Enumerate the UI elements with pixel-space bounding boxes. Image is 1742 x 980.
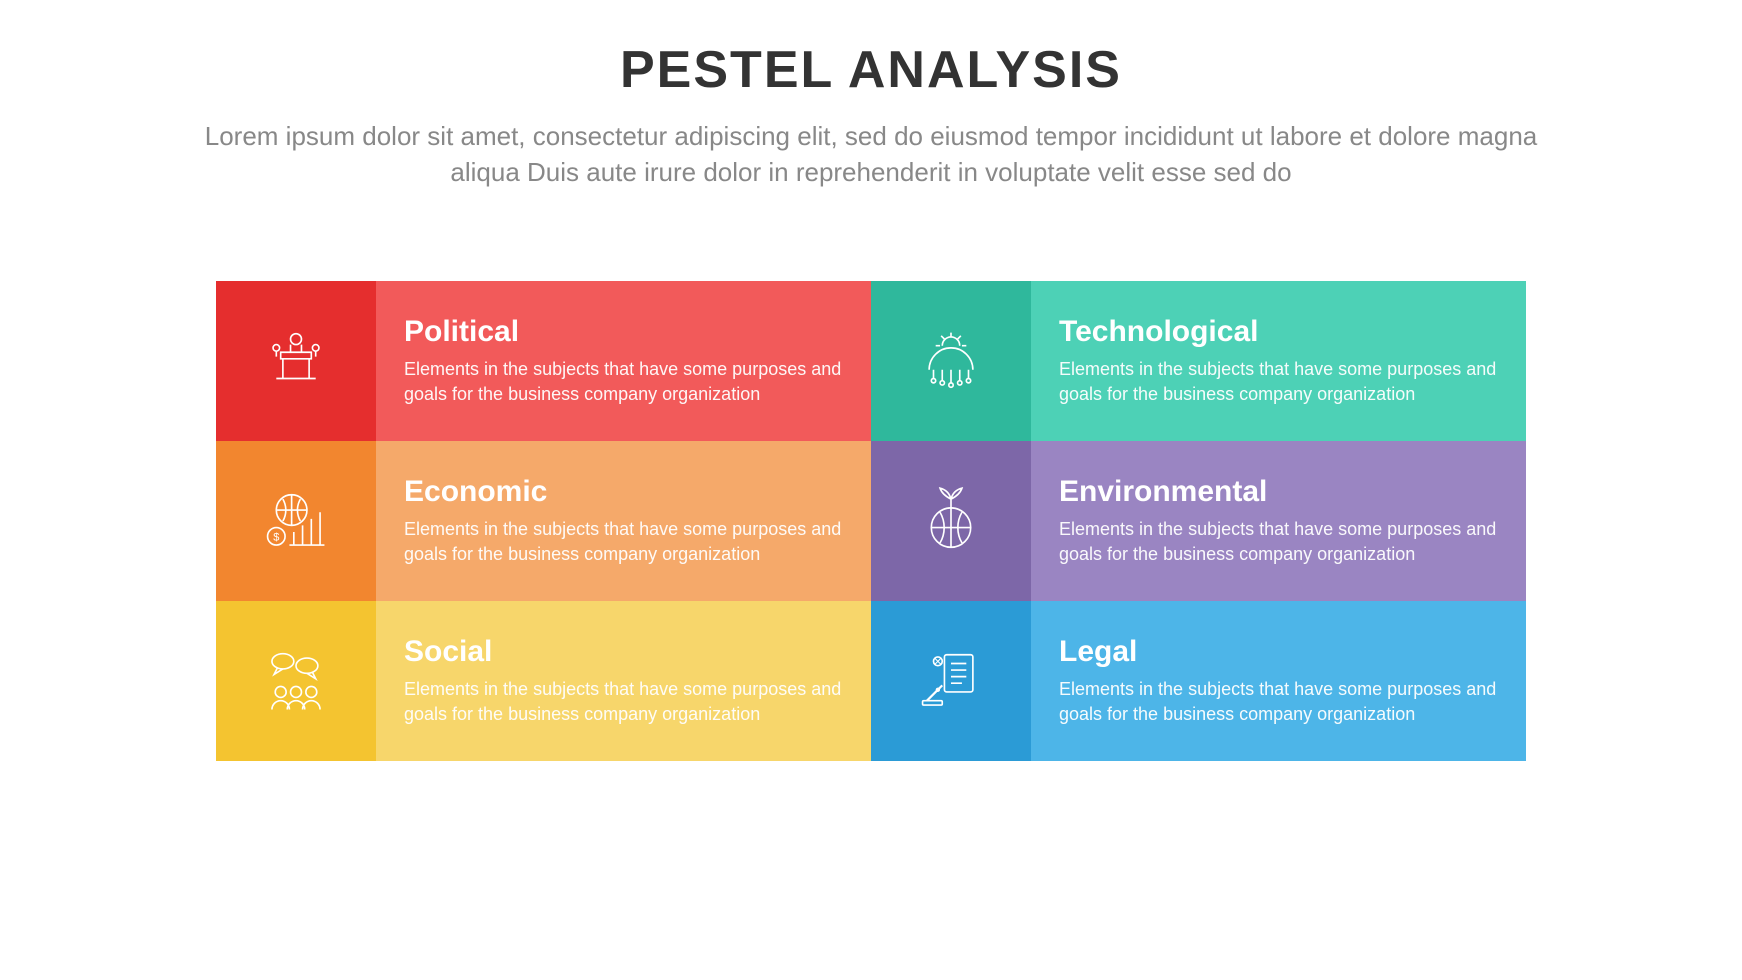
content-box-political: Political Elements in the subjects that … [376, 281, 871, 441]
icon-box-technological [871, 281, 1031, 441]
people-chat-icon [261, 646, 331, 716]
cell-legal: Legal Elements in the subjects that have… [871, 601, 1526, 761]
cell-desc-political: Elements in the subjects that have some … [404, 357, 843, 407]
cell-title-economic: Economic [404, 475, 843, 509]
cell-technological: Technological Elements in the subjects t… [871, 281, 1526, 441]
tech-network-icon [916, 326, 986, 396]
cell-desc-environmental: Elements in the subjects that have some … [1059, 517, 1498, 567]
cell-economic: $ Economic Elements in the subjects that… [216, 441, 871, 601]
cell-title-legal: Legal [1059, 635, 1498, 669]
podium-icon [261, 326, 331, 396]
cell-environmental: Environmental Elements in the subjects t… [871, 441, 1526, 601]
cell-desc-economic: Elements in the subjects that have some … [404, 517, 843, 567]
page-subtitle: Lorem ipsum dolor sit amet, consectetur … [171, 118, 1571, 191]
content-box-legal: Legal Elements in the subjects that have… [1031, 601, 1526, 761]
economy-globe-icon: $ [261, 486, 331, 556]
cell-title-social: Social [404, 635, 843, 669]
legal-doc-icon [916, 646, 986, 716]
icon-box-political [216, 281, 376, 441]
cell-title-environmental: Environmental [1059, 475, 1498, 509]
icon-box-legal [871, 601, 1031, 761]
cell-desc-technological: Elements in the subjects that have some … [1059, 357, 1498, 407]
content-box-social: Social Elements in the subjects that hav… [376, 601, 871, 761]
icon-box-social [216, 601, 376, 761]
content-box-economic: Economic Elements in the subjects that h… [376, 441, 871, 601]
cell-social: Social Elements in the subjects that hav… [216, 601, 871, 761]
cell-desc-social: Elements in the subjects that have some … [404, 677, 843, 727]
cell-political: Political Elements in the subjects that … [216, 281, 871, 441]
content-box-technological: Technological Elements in the subjects t… [1031, 281, 1526, 441]
svg-text:$: $ [273, 531, 279, 543]
header-block: PESTEL ANALYSIS Lorem ipsum dolor sit am… [171, 40, 1571, 191]
cell-title-technological: Technological [1059, 315, 1498, 349]
icon-box-environmental [871, 441, 1031, 601]
pestel-grid: Political Elements in the subjects that … [216, 281, 1526, 761]
cell-title-political: Political [404, 315, 843, 349]
cell-desc-legal: Elements in the subjects that have some … [1059, 677, 1498, 727]
page-title: PESTEL ANALYSIS [171, 40, 1571, 100]
plant-globe-icon [916, 486, 986, 556]
content-box-environmental: Environmental Elements in the subjects t… [1031, 441, 1526, 601]
icon-box-economic: $ [216, 441, 376, 601]
